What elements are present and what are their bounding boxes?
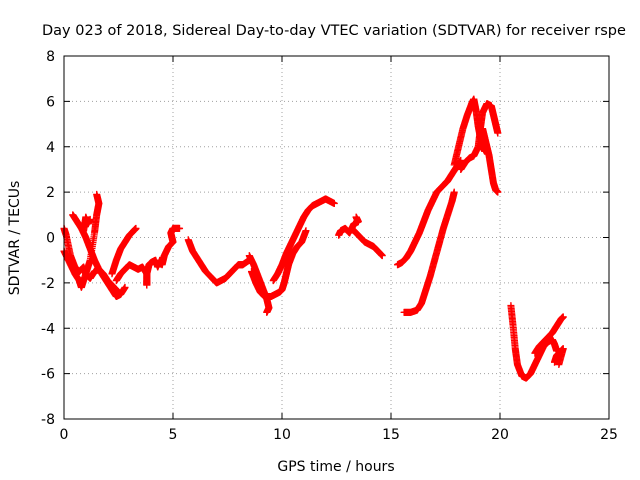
- x-tick-label: 25: [600, 427, 618, 443]
- chart-title: Day 023 of 2018, Sidereal Day-to-day VTE…: [42, 23, 626, 39]
- data-point: [86, 215, 94, 223]
- data-point: [330, 199, 338, 207]
- x-tick-label: 20: [491, 427, 509, 443]
- data-point: [494, 188, 502, 196]
- plot-frame: [63, 55, 610, 420]
- x-tick-label: 0: [60, 427, 69, 443]
- y-tick-label: 8: [46, 49, 55, 65]
- series-J: [247, 227, 310, 300]
- series-P: [450, 95, 489, 169]
- axis-ticks: 0 5 10 15 20 25 -8 -6 -4 -2 0 2 4 6 8: [41, 49, 618, 443]
- data-point: [115, 290, 122, 298]
- y-tick-label: 4: [46, 140, 55, 156]
- data-point: [352, 213, 360, 221]
- series-N: [394, 156, 465, 269]
- series-R: [479, 125, 502, 196]
- data-point: [176, 224, 184, 232]
- y-tick-label: -8: [41, 412, 55, 428]
- series-O: [400, 188, 458, 316]
- y-tick-label: -2: [41, 276, 55, 292]
- x-tick-label: 10: [273, 427, 291, 443]
- x-tick-label: 5: [169, 427, 178, 443]
- series-D: [80, 213, 94, 235]
- y-tick-label: 2: [46, 185, 55, 201]
- series-C: [69, 211, 122, 298]
- data-point: [302, 227, 310, 235]
- series-S: [507, 302, 561, 382]
- series-U: [551, 345, 567, 369]
- data-point: [121, 283, 129, 291]
- series-L: [335, 213, 362, 239]
- series-H: [184, 236, 253, 287]
- data-point: [555, 361, 563, 369]
- y-tick-label: 6: [46, 94, 55, 110]
- y-tick-label: -6: [41, 367, 55, 383]
- data-point: [93, 190, 101, 198]
- y-axis-label: SDTVAR / TECUs: [7, 181, 23, 296]
- data-point: [132, 224, 140, 232]
- x-tick-label: 15: [382, 427, 400, 443]
- series-G: [143, 224, 184, 278]
- data-points: [60, 95, 567, 382]
- series-M: [348, 224, 386, 260]
- series-B: [60, 190, 103, 291]
- series-E: [108, 224, 140, 278]
- y-tick-label: -4: [41, 321, 55, 337]
- y-tick-label: 0: [46, 231, 55, 247]
- series-Q: [457, 100, 502, 173]
- series-K: [269, 195, 338, 285]
- x-axis-label: GPS time / hours: [277, 459, 394, 475]
- grid-lines: [64, 56, 609, 419]
- series-F: [112, 261, 151, 289]
- data-point: [263, 308, 271, 316]
- data-point: [143, 281, 151, 289]
- data-point: [450, 188, 458, 196]
- series-T: [531, 313, 567, 357]
- data-point: [378, 252, 386, 260]
- data-point: [494, 129, 502, 137]
- data-point: [559, 313, 567, 321]
